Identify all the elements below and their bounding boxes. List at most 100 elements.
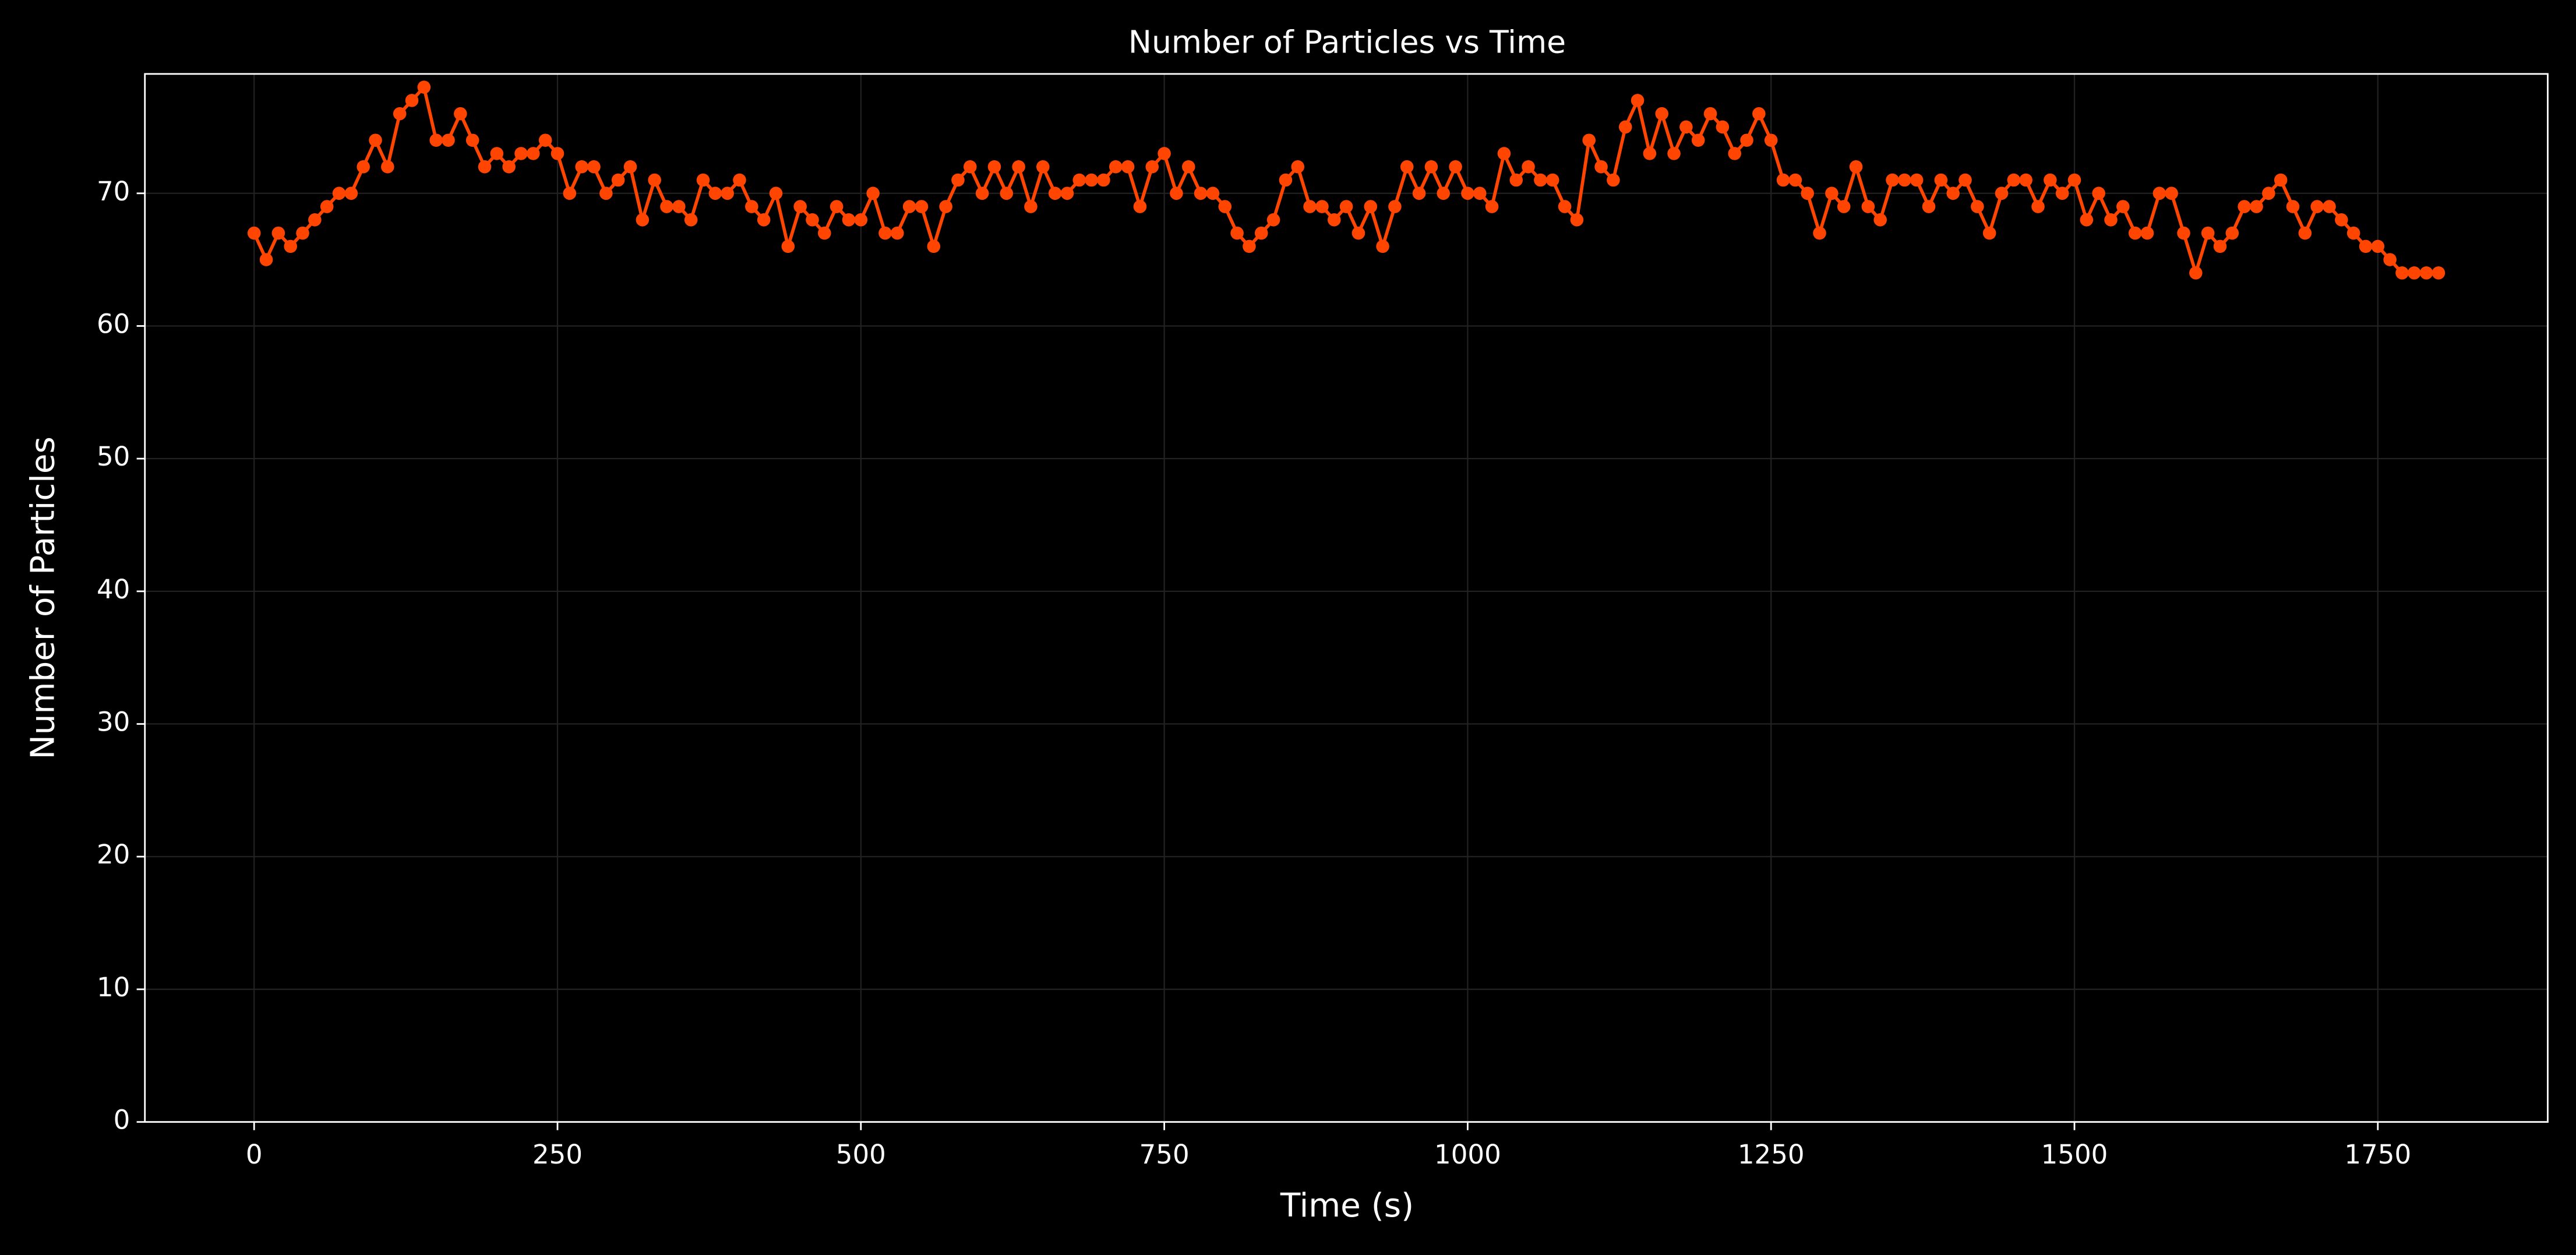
data-point [1181, 160, 1195, 174]
data-point [2274, 173, 2288, 187]
data-point [745, 200, 758, 213]
data-point [854, 213, 868, 227]
data-point [514, 147, 528, 160]
data-point [2286, 200, 2300, 213]
data-point [527, 147, 540, 160]
data-point [1922, 200, 1936, 213]
data-point [1400, 160, 1414, 174]
data-point [2116, 200, 2130, 213]
data-point [1776, 173, 1790, 187]
data-point [1279, 173, 1293, 187]
grid [144, 73, 2548, 1123]
data-point [2104, 213, 2118, 227]
data-point [1740, 133, 1753, 147]
data-point [842, 213, 856, 227]
data-point [2213, 239, 2227, 253]
data-point [538, 133, 552, 147]
data-point [1072, 173, 1086, 187]
data-point [964, 160, 977, 174]
data-point [1995, 186, 2009, 200]
data-point [2419, 266, 2433, 280]
data-point [1873, 213, 1887, 227]
data-point [1971, 200, 1984, 213]
data-point [1594, 160, 1608, 174]
data-point [1558, 200, 1572, 213]
data-point [648, 173, 661, 187]
plot [247, 80, 2446, 280]
data-point [1048, 186, 1062, 200]
data-point [1982, 226, 1996, 240]
data-point [490, 147, 504, 160]
data-point [1388, 200, 1402, 213]
x-tick-label: 750 [1139, 1139, 1190, 1170]
data-point [2383, 253, 2397, 266]
data-point [563, 186, 577, 200]
data-point [1910, 173, 1924, 187]
data-point [902, 200, 916, 213]
x-tick-label: 250 [532, 1139, 583, 1170]
data-point [1133, 200, 1147, 213]
data-point [1327, 213, 1341, 227]
data-point [1000, 186, 1014, 200]
data-point [1461, 186, 1474, 200]
data-point [2395, 266, 2409, 280]
data-point [284, 239, 297, 253]
data-point [1691, 133, 1705, 147]
data-point [2189, 266, 2203, 280]
data-point [1545, 173, 1559, 187]
data-point [1522, 160, 1535, 174]
data-point [393, 107, 407, 121]
data-point [1473, 186, 1487, 200]
data-point [1813, 226, 1826, 240]
y-axis-label: Number of Particles [24, 436, 62, 759]
data-point [2165, 186, 2178, 200]
data-point [1291, 160, 1305, 174]
data-point [1036, 160, 1050, 174]
data-point [623, 160, 637, 174]
data-point [1618, 120, 1632, 134]
data-point [733, 173, 746, 187]
y-tick-label: 50 [97, 441, 130, 472]
data-point [2177, 226, 2190, 240]
data-point [1703, 107, 1717, 121]
data-point [381, 160, 394, 174]
data-point [951, 173, 965, 187]
data-point [1376, 239, 1389, 253]
data-point [1485, 200, 1499, 213]
data-point [1145, 160, 1159, 174]
data-point [551, 147, 564, 160]
data-point [2044, 173, 2057, 187]
x-axis-label: Time (s) [1280, 1187, 1414, 1225]
data-point [1631, 94, 1645, 107]
data-point [1728, 147, 1741, 160]
data-point [1170, 186, 1183, 200]
y-tick-label: 20 [97, 839, 130, 870]
data-point [1655, 107, 1668, 121]
data-point [454, 107, 467, 121]
data-point [769, 186, 783, 200]
data-point [2432, 266, 2446, 280]
chart-title: Number of Particles vs Time [1128, 24, 1566, 61]
data-point [2225, 226, 2239, 240]
data-point [357, 160, 370, 174]
data-point [1959, 173, 1972, 187]
data-point [259, 253, 273, 266]
data-point [2092, 186, 2105, 200]
data-point [442, 133, 455, 147]
data-point [830, 200, 844, 213]
data-point [308, 213, 322, 227]
data-point [320, 200, 334, 213]
data-point [1303, 200, 1317, 213]
data-point [2335, 213, 2348, 227]
data-point [429, 133, 443, 147]
data-point [1667, 147, 1681, 160]
data-point [781, 239, 795, 253]
data-point [1837, 200, 1851, 213]
data-point [611, 173, 625, 187]
x-tick-label: 500 [836, 1139, 886, 1170]
data-point [1764, 133, 1778, 147]
data-point [2250, 200, 2263, 213]
data-point [2152, 186, 2166, 200]
data-point [1085, 173, 1098, 187]
data-point [1607, 173, 1620, 187]
